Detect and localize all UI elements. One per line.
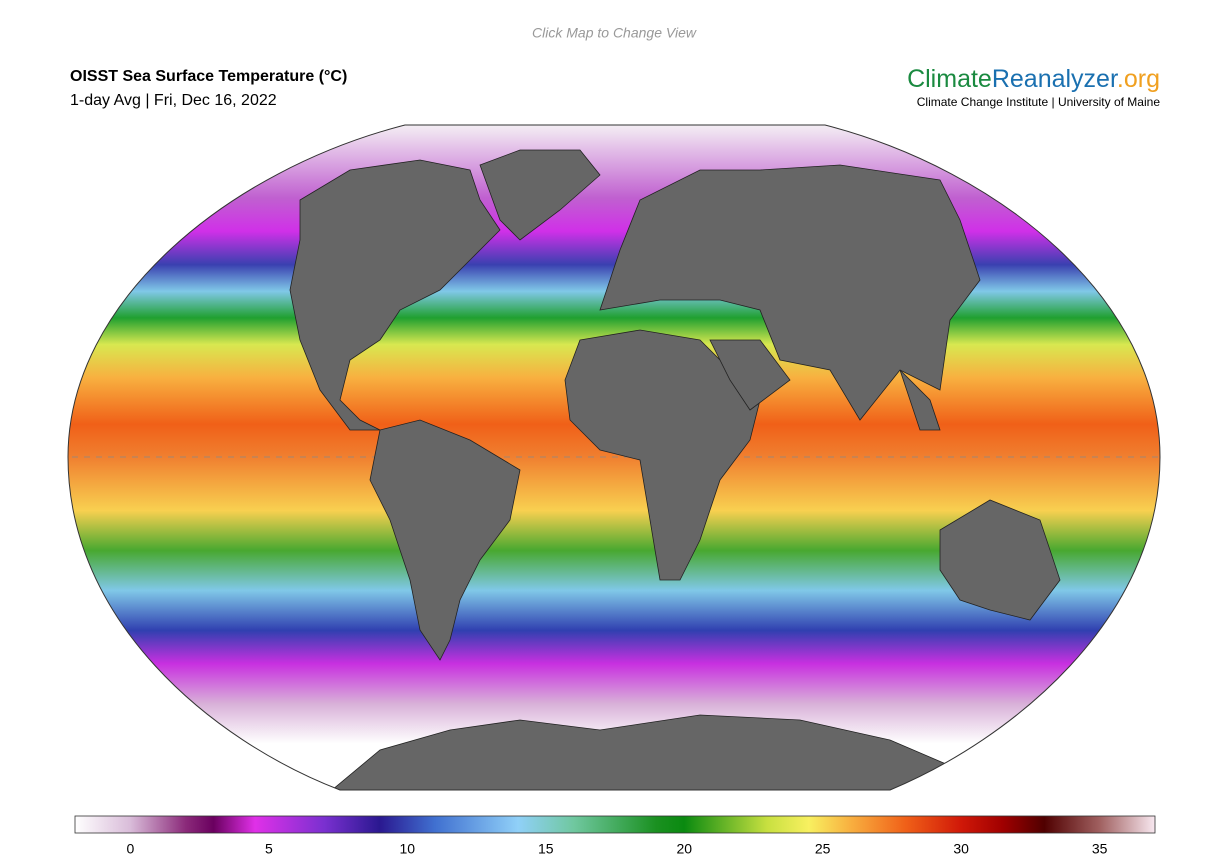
north-america xyxy=(289,159,501,431)
colorbar-tick-label: 10 xyxy=(400,841,416,857)
title: OISST Sea Surface Temperature (°C) xyxy=(70,68,347,85)
brand-part: Reanalyzer xyxy=(992,65,1118,93)
south-america xyxy=(369,419,521,661)
eurasia xyxy=(599,164,981,421)
map-outline xyxy=(67,124,1161,791)
brand: ClimateReanalyzer.org xyxy=(907,65,1160,93)
brand-part: Climate xyxy=(907,65,992,93)
subtitle: 1-day Avg | Fri, Dec 16, 2022 xyxy=(70,92,277,109)
brand-part: .org xyxy=(1117,65,1160,93)
arabia xyxy=(709,339,791,411)
colorbar-tick-label: 15 xyxy=(538,841,554,857)
colorbar-tick-label: 30 xyxy=(953,841,969,857)
greenland xyxy=(479,149,601,241)
colorbar-tick-label: 35 xyxy=(1092,841,1108,857)
affiliation: Climate Change Institute | University of… xyxy=(917,95,1161,109)
map[interactable] xyxy=(60,120,1170,800)
colorbar-tick-label: 5 xyxy=(265,841,273,857)
colorbar xyxy=(74,815,1156,834)
hint[interactable]: Click Map to Change View xyxy=(532,25,697,41)
ocean xyxy=(68,125,1160,790)
southeast-asia xyxy=(899,369,941,431)
colorbar-tick-label: 25 xyxy=(815,841,831,857)
colorbar-tick-label: 0 xyxy=(126,841,134,857)
australia xyxy=(939,499,1061,621)
colorbar-tick-label: 20 xyxy=(676,841,692,857)
